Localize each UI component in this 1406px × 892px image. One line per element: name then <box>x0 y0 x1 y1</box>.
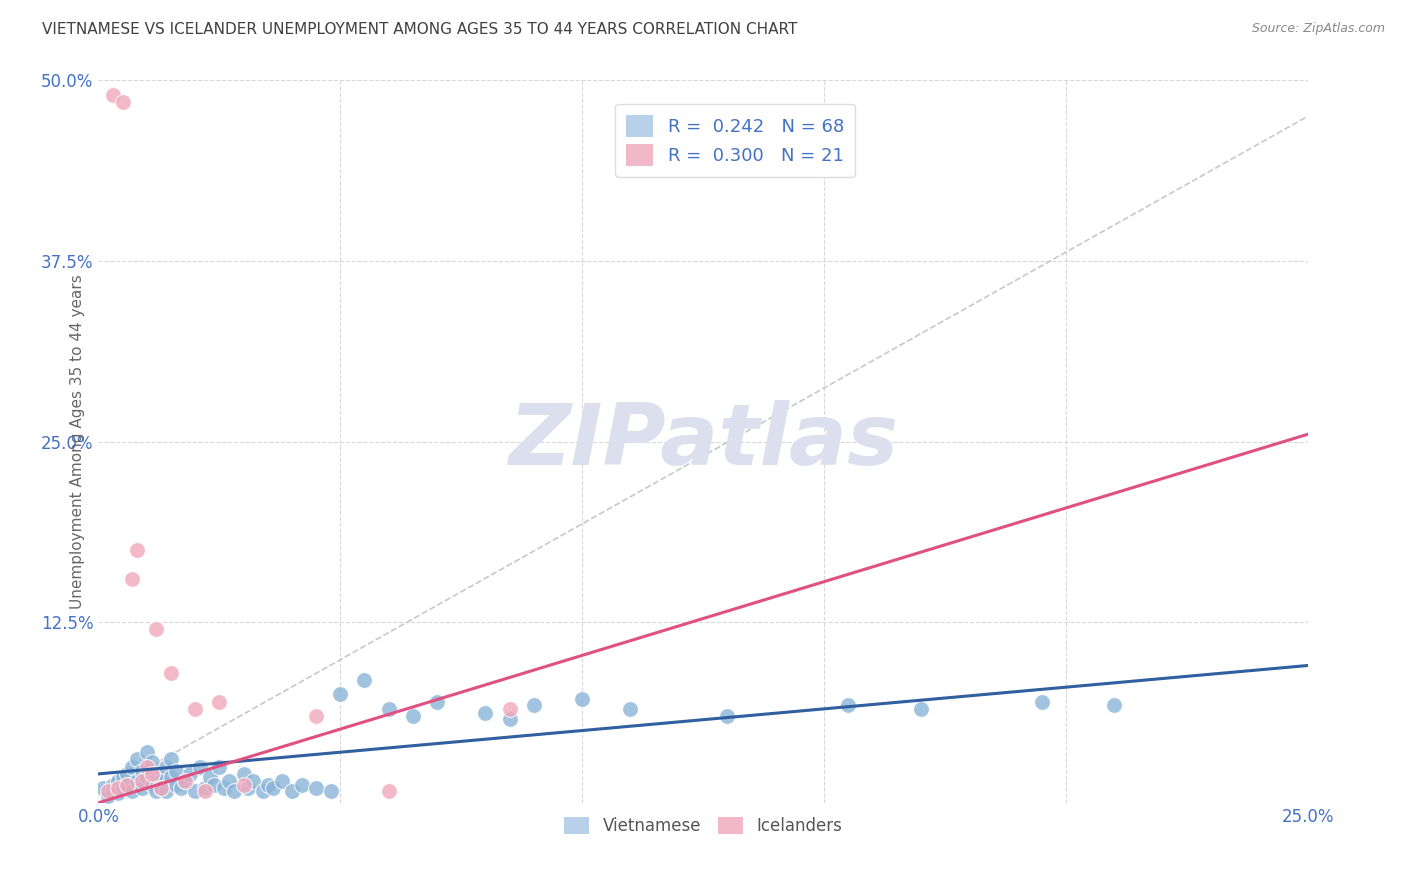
Point <box>101 87 124 102</box>
Point <box>1031 695 1053 709</box>
Legend: Vietnamese, Icelanders: Vietnamese, Icelanders <box>558 810 848 841</box>
Text: VIETNAMESE VS ICELANDER UNEMPLOYMENT AMONG AGES 35 TO 44 YEARS CORRELATION CHART: VIETNAMESE VS ICELANDER UNEMPLOYMENT AMO… <box>42 22 797 37</box>
Point <box>135 745 157 759</box>
Point <box>107 786 129 800</box>
Point <box>271 774 294 789</box>
Y-axis label: Unemployment Among Ages 35 to 44 years: Unemployment Among Ages 35 to 44 years <box>69 274 84 609</box>
Point <box>97 784 120 798</box>
Point <box>111 770 134 784</box>
Point <box>160 770 183 784</box>
Point <box>1102 698 1125 712</box>
Point <box>837 698 859 712</box>
Point <box>117 779 139 793</box>
Point <box>117 779 139 793</box>
Point <box>232 767 254 781</box>
Point <box>619 702 641 716</box>
Point <box>184 784 207 798</box>
Point <box>426 695 449 709</box>
Point <box>131 764 153 778</box>
Point <box>165 779 187 793</box>
Point <box>174 774 197 789</box>
Point <box>198 770 221 784</box>
Point <box>256 779 278 793</box>
Point <box>290 779 312 793</box>
Point <box>179 767 201 781</box>
Point <box>121 784 143 798</box>
Point <box>305 709 328 723</box>
Point <box>97 789 120 803</box>
Point <box>232 779 254 793</box>
Point <box>101 779 124 793</box>
Point <box>145 767 167 781</box>
Point <box>155 760 177 774</box>
Point <box>127 542 149 557</box>
Point <box>319 784 342 798</box>
Point <box>252 784 274 798</box>
Point <box>160 752 183 766</box>
Point <box>262 781 284 796</box>
Point <box>242 774 264 789</box>
Point <box>141 779 163 793</box>
Point <box>150 781 173 796</box>
Point <box>150 781 173 796</box>
Point <box>117 767 139 781</box>
Point <box>131 774 153 789</box>
Point <box>194 781 217 796</box>
Point <box>329 687 352 701</box>
Point <box>474 706 496 721</box>
Point <box>377 784 399 798</box>
Point <box>135 760 157 774</box>
Point <box>101 784 124 798</box>
Point <box>208 695 231 709</box>
Point <box>107 781 129 796</box>
Point <box>281 784 304 798</box>
Point <box>145 784 167 798</box>
Point <box>145 623 167 637</box>
Point <box>131 781 153 796</box>
Point <box>238 781 260 796</box>
Point <box>127 752 149 766</box>
Point <box>910 702 932 716</box>
Point <box>305 781 328 796</box>
Point <box>155 784 177 798</box>
Point <box>498 702 520 716</box>
Point <box>150 774 173 789</box>
Point <box>498 712 520 726</box>
Point <box>121 572 143 586</box>
Point <box>174 774 197 789</box>
Point <box>169 781 191 796</box>
Point <box>141 756 163 770</box>
Point <box>716 709 738 723</box>
Point <box>111 95 134 109</box>
Point <box>135 770 157 784</box>
Point <box>127 774 149 789</box>
Point <box>218 774 240 789</box>
Point <box>107 774 129 789</box>
Point <box>204 779 226 793</box>
Point <box>184 702 207 716</box>
Point <box>212 781 235 796</box>
Point <box>377 702 399 716</box>
Point <box>523 698 546 712</box>
Point <box>194 784 217 798</box>
Point <box>188 760 211 774</box>
Point <box>160 665 183 680</box>
Point <box>222 784 245 798</box>
Text: Source: ZipAtlas.com: Source: ZipAtlas.com <box>1251 22 1385 36</box>
Point <box>208 760 231 774</box>
Point <box>91 781 114 796</box>
Point <box>165 764 187 778</box>
Point <box>121 760 143 774</box>
Text: ZIPatlas: ZIPatlas <box>508 400 898 483</box>
Point <box>571 691 593 706</box>
Point <box>111 781 134 796</box>
Point <box>402 709 425 723</box>
Point <box>141 767 163 781</box>
Point <box>353 673 375 687</box>
